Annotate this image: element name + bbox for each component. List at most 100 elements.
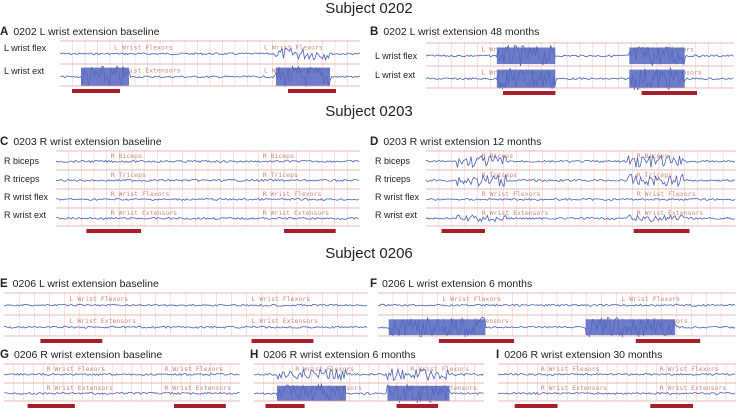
panel-title-text: 0202 L wrist extension 48 months: [383, 26, 540, 38]
panel-letter: I: [496, 349, 500, 361]
channel-label: R biceps: [4, 156, 40, 166]
embedded-channel-label: R Wrist Flexors: [263, 190, 322, 198]
emg-burst: [629, 47, 685, 65]
panel-letter: A: [0, 26, 9, 38]
panel-a: A 0202 L wrist extension baseline L wrist…: [0, 26, 362, 98]
panel-title-text: 0202 L wrist extension baseline: [13, 26, 160, 38]
embedded-channel-label: R Biceps: [482, 152, 513, 160]
embedded-channel-label: R Biceps: [111, 152, 142, 160]
extension-period-bar: [86, 229, 142, 233]
panel-title-text: 0203 R wrist extension 12 months: [383, 136, 542, 148]
embedded-channel-label: R Wrist Flexors: [111, 190, 170, 198]
extension-period-bar: [251, 339, 314, 343]
embedded-channel-label: L Wrist Extensors: [252, 317, 319, 325]
emg-burst: [277, 385, 346, 401]
emg-channel-trace: [4, 325, 368, 329]
embedded-channel-label: R Wrist Flexors: [637, 190, 696, 198]
embedded-channel-label: R Wrist Flexors: [295, 365, 354, 373]
embedded-channel-label: L Wrist Extensors: [114, 67, 181, 75]
extension-period-bar: [288, 89, 336, 93]
emg-burst: [585, 319, 676, 336]
extension-period-bar: [396, 404, 438, 408]
panel-b: B 0202 L wrist extension 48 months L wris…: [370, 26, 738, 98]
panel-g-title: G 0206 R wrist extension baseline: [0, 349, 162, 361]
emg-burst: [496, 47, 556, 65]
extension-period-bar: [72, 89, 120, 93]
extension-period-bar: [438, 339, 515, 343]
panel-letter: D: [370, 136, 379, 148]
embedded-channel-label: R Wrist Extensors: [541, 384, 608, 392]
panel-title-text: 0203 R wrist extension baseline: [13, 136, 162, 148]
panel-letter: H: [250, 349, 259, 361]
panel-letter: G: [0, 349, 9, 361]
embedded-channel-label: R Triceps: [482, 171, 517, 179]
emg-channel-trace: [4, 372, 240, 376]
emg-channel-trace: [426, 173, 736, 188]
emg-channel-trace: [426, 214, 736, 223]
subject-heading-0206: Subject 0206: [325, 245, 413, 262]
embedded-channel-label: R Wrist Extensors: [47, 384, 114, 392]
emg-channel-trace: [56, 159, 360, 163]
panel-d-title: D 0203 R wrist extension 12 months: [370, 136, 541, 148]
emg-burst: [388, 319, 486, 336]
embedded-channel-label: L Wrist Flexors: [252, 295, 311, 303]
emg-burst: [496, 69, 556, 88]
channel-label: L wrist flex: [4, 43, 47, 53]
extension-period-bar: [635, 339, 701, 343]
embedded-channel-label: L Wrist Flexors: [264, 44, 323, 52]
channel-label: R wrist ext: [4, 210, 47, 220]
panel-e: E 0206 L wrist extension baseline L Wrist…: [0, 278, 370, 348]
extension-period-bar: [27, 404, 75, 408]
extension-period-bar: [650, 404, 694, 408]
embedded-channel-label: R Triceps: [111, 171, 146, 179]
embedded-channel-label: R Triceps: [263, 171, 298, 179]
extension-period-bar: [503, 91, 556, 95]
embedded-channel-label: R Wrist Extensors: [637, 209, 704, 217]
embedded-channel-label: R Wrist Flexors: [410, 365, 469, 373]
panel-i-title: I 0206 R wrist extension 30 months: [496, 349, 662, 361]
extension-period-bar: [641, 91, 697, 95]
extension-period-bar: [633, 229, 690, 233]
extension-period-bar: [284, 229, 336, 233]
channel-label: R wrist ext: [375, 210, 418, 220]
panel-b-title: B 0202 L wrist extension 48 months: [370, 26, 539, 38]
panel-letter: B: [370, 26, 379, 38]
embedded-channel-label: R Wrist Extensors: [111, 209, 178, 217]
panel-e-title: E 0206 L wrist extension baseline: [0, 278, 159, 290]
embedded-channel-label: R Wrist Extensors: [263, 209, 330, 217]
embedded-channel-label: R Wrist Flexors: [541, 365, 600, 373]
channel-label: R wrist flex: [375, 192, 420, 202]
embedded-channel-label: R Wrist Extensors: [660, 384, 727, 392]
channel-label: L wrist ext: [4, 66, 45, 76]
panel-f-title: F 0206 L wrist extension 6 months: [370, 278, 532, 290]
panel-g: G 0206 R wrist extension baseline R Wrist…: [0, 349, 248, 413]
panel-title-text: 0206 R wrist extension baseline: [13, 349, 163, 361]
panel-d: D 0203 R wrist extension 12 months R bice…: [370, 136, 738, 236]
panel-title-text: 0206 L wrist extension 6 months: [382, 278, 533, 290]
panel-h-title: H 0206 R wrist extension 6 months: [250, 349, 416, 361]
emg-trace-area: L Wrist Flexors L Wrist Flexors L Wrist Ex…: [4, 292, 368, 343]
emg-channel-trace: [426, 197, 736, 201]
panel-letter: C: [0, 136, 9, 148]
emg-channel-trace: [56, 197, 360, 202]
panel-title-text: 0206 R wrist extension 6 months: [263, 349, 416, 361]
embedded-channel-label: R Biceps: [263, 152, 294, 160]
emg-burst: [81, 67, 129, 86]
emg-channel-trace: [426, 154, 736, 168]
channel-label: L wrist ext: [375, 70, 416, 80]
panel-a-title: A 0202 L wrist extension baseline: [0, 26, 159, 38]
emg-burst: [629, 69, 685, 88]
emg-channel-trace: [4, 391, 240, 395]
panel-title-text: 0206 R wrist extension 30 months: [504, 349, 663, 361]
panel-letter: F: [370, 278, 378, 290]
extension-period-bar: [173, 404, 226, 408]
embedded-channel-label: R Wrist Flexors: [47, 365, 106, 373]
extension-period-bar: [514, 404, 558, 408]
emg-channel-trace: [378, 303, 736, 307]
channel-label: R wrist flex: [4, 192, 49, 202]
embedded-channel-label: L Wrist Flexors: [621, 295, 680, 303]
channel-label: R triceps: [375, 174, 411, 184]
embedded-channel-label: R Wrist Extensors: [482, 209, 549, 217]
emg-trace-area: R Wrist Flexors R Wrist Flexors R Wrist Ex…: [4, 363, 240, 408]
